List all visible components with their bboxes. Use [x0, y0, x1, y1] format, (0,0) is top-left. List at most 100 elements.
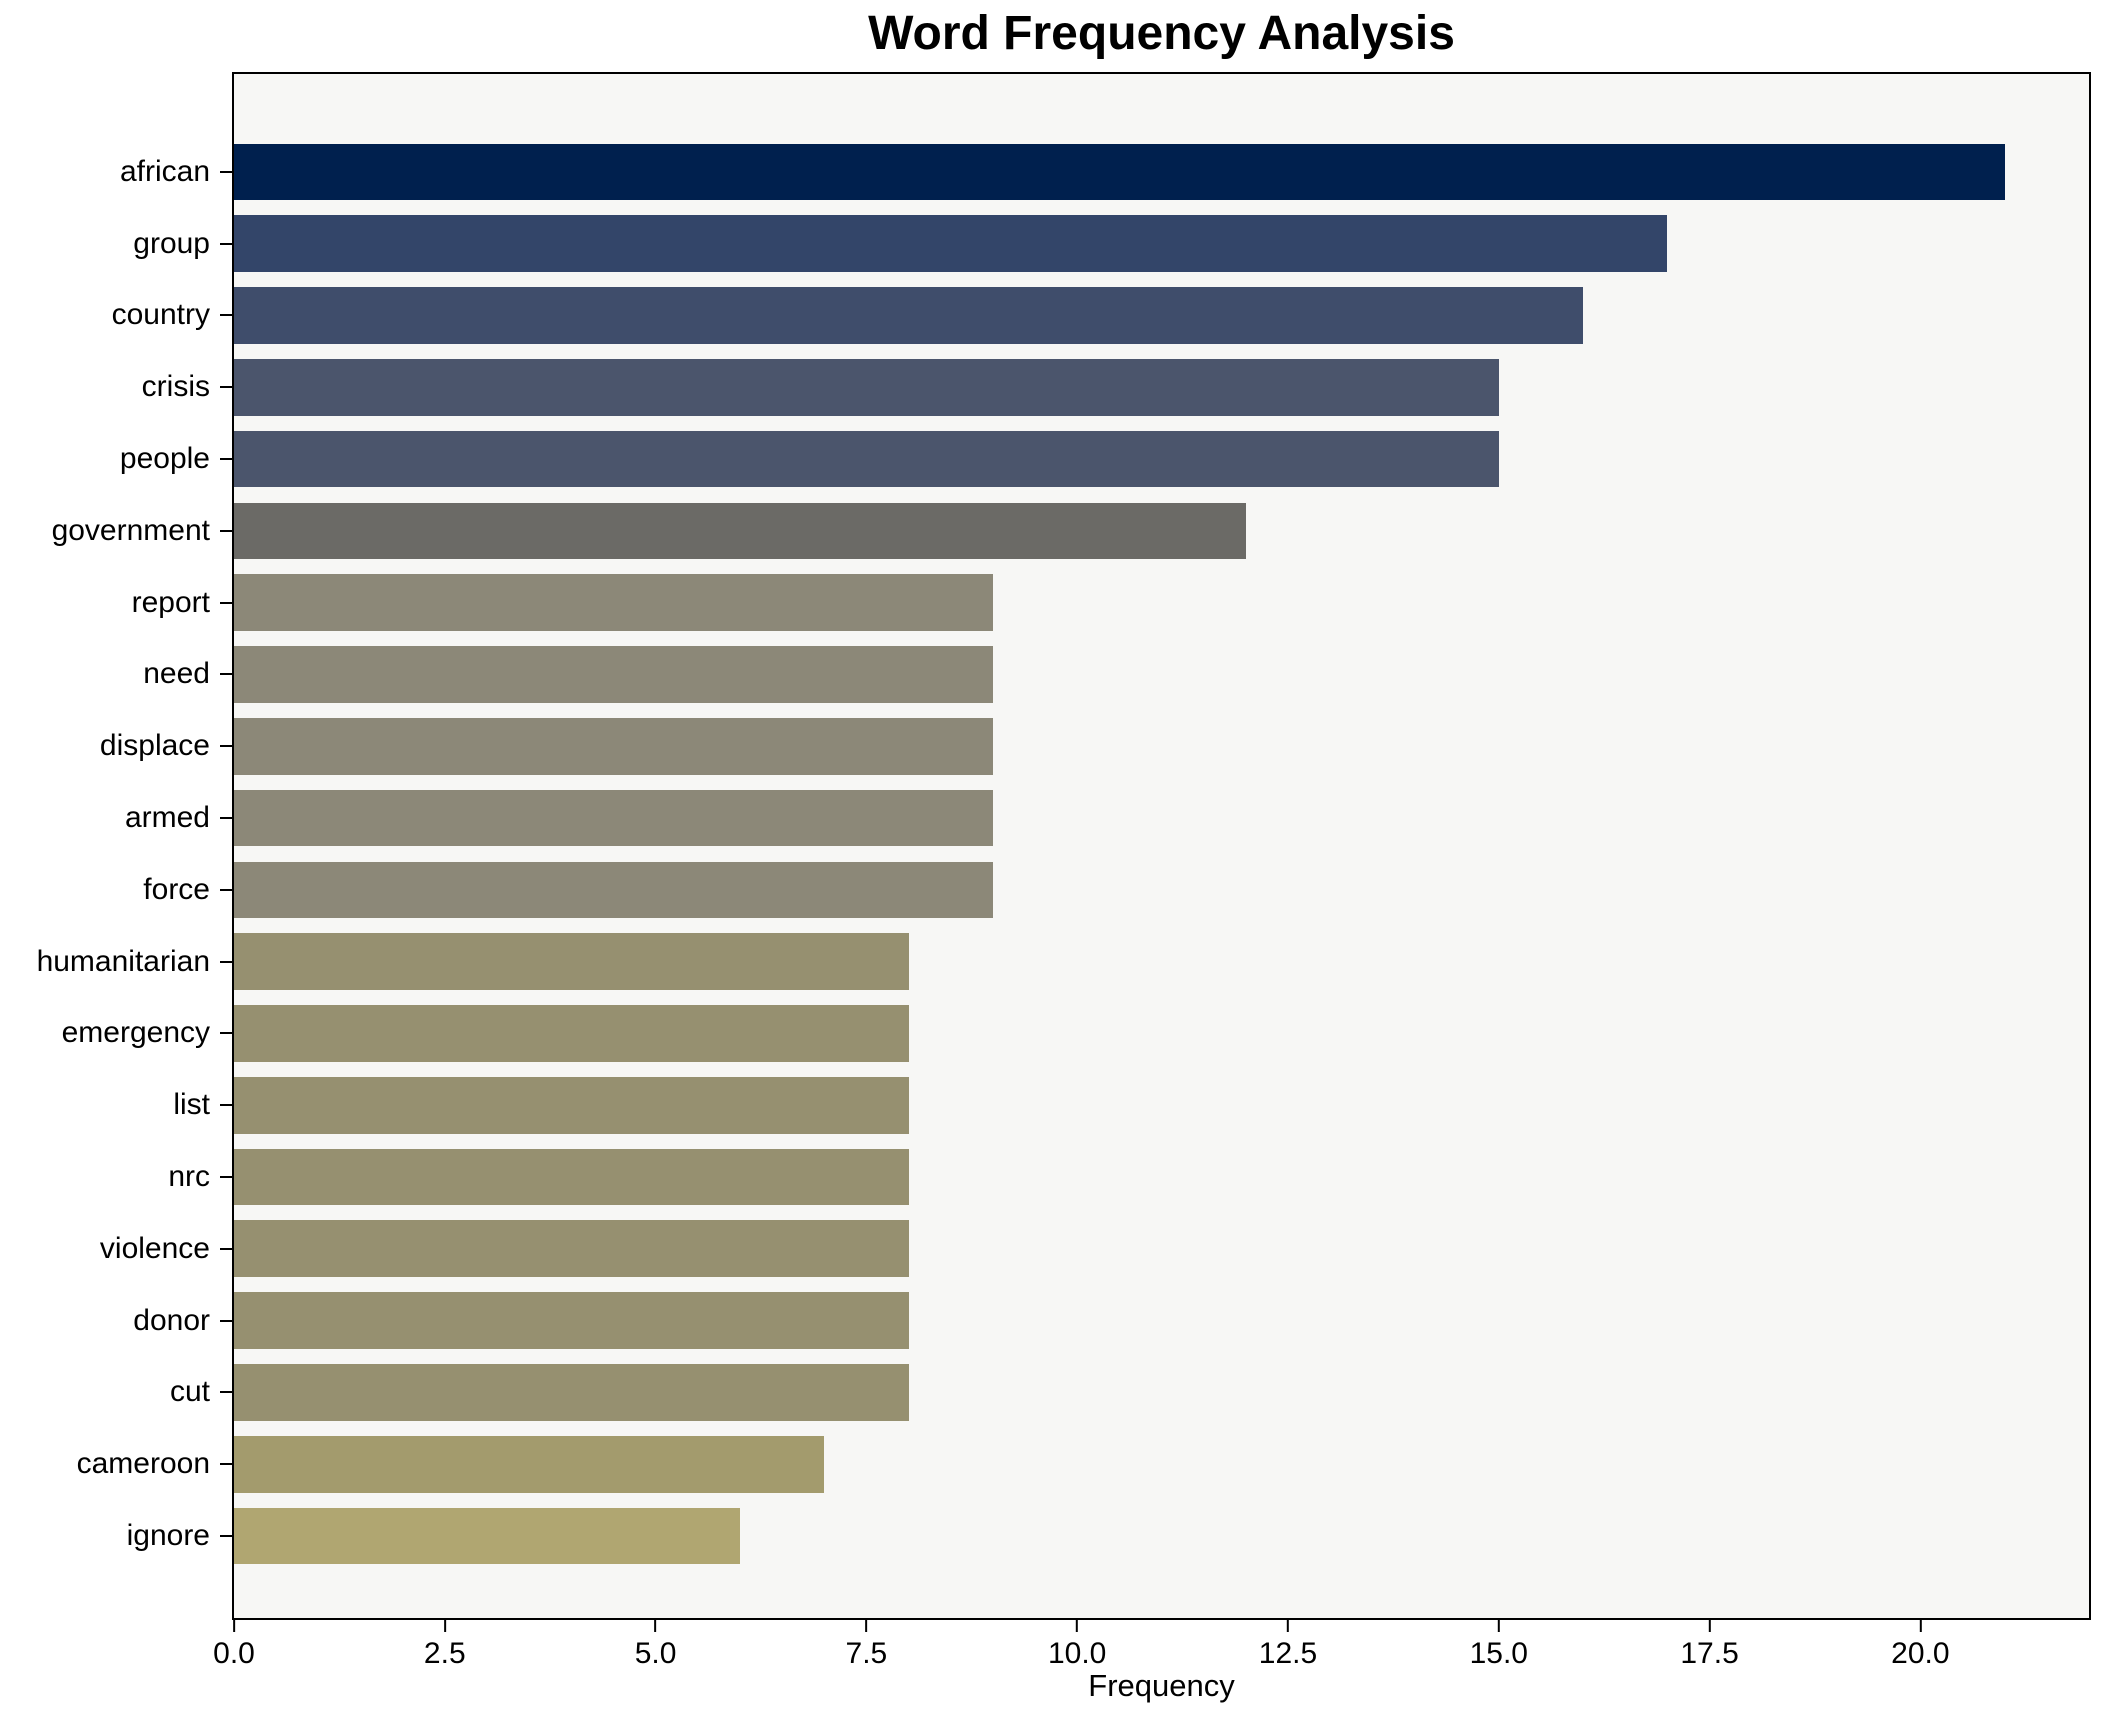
x-tick-label: 17.5	[1680, 1637, 1739, 1670]
y-tick-label: need	[143, 657, 210, 691]
y-tick-mark	[220, 1032, 232, 1035]
x-tick: 0.0	[213, 1620, 255, 1671]
bar	[234, 717, 993, 775]
y-tick-label: violence	[99, 1231, 210, 1265]
x-tick: 10.0	[1048, 1620, 1106, 1671]
y-tick-mark	[220, 960, 232, 963]
y-tick-label: humanitarian	[36, 944, 210, 978]
y-tick-mark	[220, 817, 232, 820]
y-tick-mark	[220, 1319, 232, 1322]
y-tick-mark	[220, 170, 232, 173]
bar	[234, 1005, 909, 1062]
bar-row: emergency	[62, 998, 2089, 1070]
y-tick-mark	[220, 1176, 232, 1179]
bar	[234, 861, 993, 919]
y-tick-label: armed	[124, 801, 210, 835]
plot-area: african group country crisis people gove…	[37, 72, 2091, 1620]
y-tick-label: displace	[99, 729, 210, 763]
bar	[234, 358, 1499, 416]
bar-row: armed	[125, 782, 2089, 854]
y-tick-mark	[220, 314, 232, 317]
y-tick-mark	[220, 1535, 232, 1538]
bar-row: country	[112, 280, 2089, 352]
y-tick-mark	[220, 1463, 232, 1466]
bar	[234, 1148, 909, 1206]
bar	[234, 574, 993, 632]
x-axis-label: Frequency	[1088, 1668, 1235, 1703]
y-tick-label: government	[51, 513, 210, 547]
y-tick-mark	[220, 386, 232, 389]
bar	[234, 646, 993, 703]
bar	[234, 1364, 909, 1421]
bar-row: cameroon	[77, 1428, 2089, 1500]
y-tick-mark	[220, 458, 232, 461]
bar-row: nrc	[168, 1141, 2089, 1213]
x-tick: 2.5	[424, 1620, 466, 1671]
x-tick-label: 20.0	[1891, 1637, 1950, 1670]
x-tick-mark	[1919, 1620, 1922, 1632]
x-tick-mark	[1497, 1620, 1500, 1632]
bar	[234, 1292, 909, 1349]
bar	[234, 1435, 825, 1493]
y-tick-label: force	[143, 872, 210, 906]
x-tick-mark	[1708, 1620, 1711, 1632]
y-tick-label: donor	[133, 1303, 210, 1337]
bar-row: donor	[133, 1285, 2089, 1357]
x-tick: 7.5	[845, 1620, 888, 1671]
bar-row: government	[52, 495, 2089, 567]
bar	[234, 502, 1246, 560]
x-tick-mark	[865, 1620, 868, 1632]
bar-row: force	[143, 854, 2089, 926]
x-tick-mark	[1076, 1620, 1079, 1632]
y-tick-label: nrc	[168, 1160, 210, 1194]
bar-row: ignore	[127, 1500, 2089, 1572]
bar	[234, 143, 2005, 201]
x-tick-label: 10.0	[1047, 1637, 1107, 1670]
y-tick-label: emergency	[61, 1016, 210, 1050]
x-tick-label: 7.5	[845, 1637, 888, 1670]
y-tick-mark	[220, 888, 232, 891]
x-tick-label: 2.5	[423, 1637, 466, 1670]
bar-row: report	[132, 567, 2089, 639]
bar-row: need	[143, 639, 2089, 711]
x-tick-label: 5.0	[634, 1637, 677, 1670]
bar	[234, 1220, 909, 1278]
y-tick-label: african	[119, 154, 210, 188]
y-tick-mark	[220, 1104, 232, 1107]
y-tick-mark	[220, 1247, 232, 1250]
y-tick-label: cameroon	[76, 1447, 210, 1481]
y-tick-mark	[220, 529, 232, 532]
bar-row: people	[120, 423, 2089, 495]
bar	[234, 933, 909, 991]
x-tick: 20.0	[1891, 1620, 1950, 1671]
bar-row: crisis	[142, 351, 2089, 423]
y-tick-label: people	[119, 442, 210, 476]
bar	[234, 287, 1584, 344]
x-tick-mark	[1286, 1620, 1289, 1632]
x-tick-label: 12.5	[1258, 1637, 1318, 1670]
x-tick-mark	[233, 1620, 235, 1632]
bar-rows: african group country crisis people gove…	[37, 136, 2089, 1572]
y-tick-mark	[220, 242, 232, 245]
bar	[234, 430, 1499, 488]
bar-row: humanitarian	[37, 926, 2089, 998]
bar-row: violence	[100, 1213, 2089, 1285]
bar	[234, 1076, 909, 1134]
bar	[234, 1507, 740, 1565]
x-tick: 5.0	[634, 1620, 677, 1671]
y-tick-mark	[220, 601, 232, 604]
y-tick-label: cut	[169, 1375, 210, 1409]
x-tick-label: 0.0	[213, 1637, 255, 1670]
y-tick-label: crisis	[141, 370, 210, 404]
bar	[234, 215, 1668, 273]
x-tick: 12.5	[1259, 1620, 1317, 1671]
x-tick-mark	[654, 1620, 657, 1632]
y-tick-label: report	[131, 585, 210, 619]
bar-row: african	[120, 136, 2089, 208]
bar-row: list	[173, 1069, 2089, 1141]
bar-row: cut	[170, 1357, 2089, 1429]
y-tick-label: list	[173, 1088, 210, 1122]
y-tick-label: country	[111, 298, 210, 332]
x-tick: 15.0	[1470, 1620, 1528, 1671]
